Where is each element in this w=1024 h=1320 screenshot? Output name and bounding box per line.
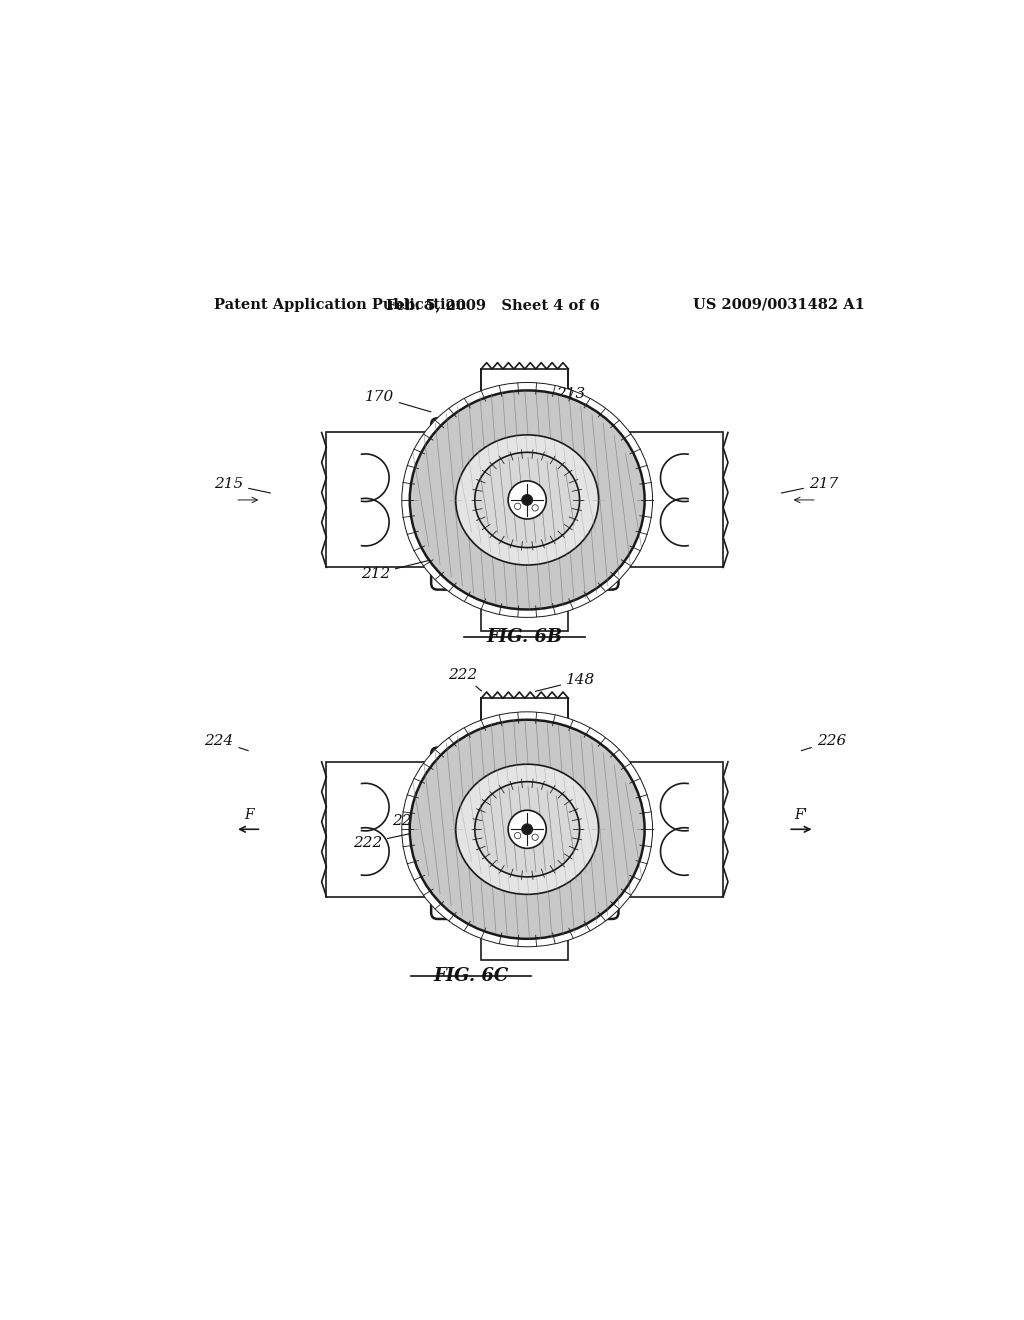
Text: Feb. 5, 2009   Sheet 4 of 6: Feb. 5, 2009 Sheet 4 of 6 (386, 298, 600, 312)
Text: 134: 134 (567, 804, 617, 821)
Text: US 2009/0031482 A1: US 2009/0031482 A1 (693, 298, 864, 312)
Text: 222: 222 (352, 834, 410, 850)
Text: 217: 217 (781, 477, 839, 492)
Text: 148: 148 (536, 673, 595, 692)
Ellipse shape (401, 711, 652, 946)
Bar (327, 433, 437, 568)
Text: FIG. 6B: FIG. 6B (486, 628, 563, 647)
Ellipse shape (401, 383, 652, 618)
Text: 211: 211 (565, 444, 620, 461)
Circle shape (514, 503, 521, 510)
Circle shape (508, 810, 546, 849)
Bar (481, 912, 568, 960)
Text: FIG. 6C: FIG. 6C (433, 968, 509, 985)
Bar (481, 583, 568, 631)
Bar (481, 370, 568, 429)
Text: 226: 226 (801, 734, 846, 751)
Text: 222: 222 (392, 809, 457, 829)
FancyBboxPatch shape (431, 418, 618, 590)
Text: 215: 215 (214, 477, 270, 492)
Circle shape (521, 495, 532, 506)
Text: 213: 213 (519, 387, 586, 407)
Text: F': F' (795, 808, 808, 822)
Text: 224: 224 (205, 734, 249, 751)
Text: 170: 170 (365, 389, 431, 412)
Circle shape (508, 480, 546, 519)
Ellipse shape (475, 453, 580, 548)
Text: 168: 168 (519, 833, 556, 851)
Ellipse shape (456, 764, 599, 895)
Ellipse shape (456, 434, 599, 565)
Circle shape (514, 833, 521, 838)
Text: 212: 212 (496, 428, 545, 453)
Bar (612, 762, 723, 896)
Bar (612, 433, 723, 568)
Circle shape (531, 504, 539, 511)
Text: 222: 222 (447, 668, 481, 690)
Bar (327, 762, 437, 896)
Text: Patent Application Publication: Patent Application Publication (214, 298, 466, 312)
Ellipse shape (410, 391, 645, 610)
Ellipse shape (410, 719, 645, 939)
FancyBboxPatch shape (431, 747, 618, 919)
Text: 212: 212 (360, 560, 433, 581)
Circle shape (521, 824, 532, 834)
Text: F: F (244, 808, 253, 822)
Bar (481, 698, 568, 758)
Circle shape (531, 834, 539, 841)
Ellipse shape (475, 781, 580, 876)
